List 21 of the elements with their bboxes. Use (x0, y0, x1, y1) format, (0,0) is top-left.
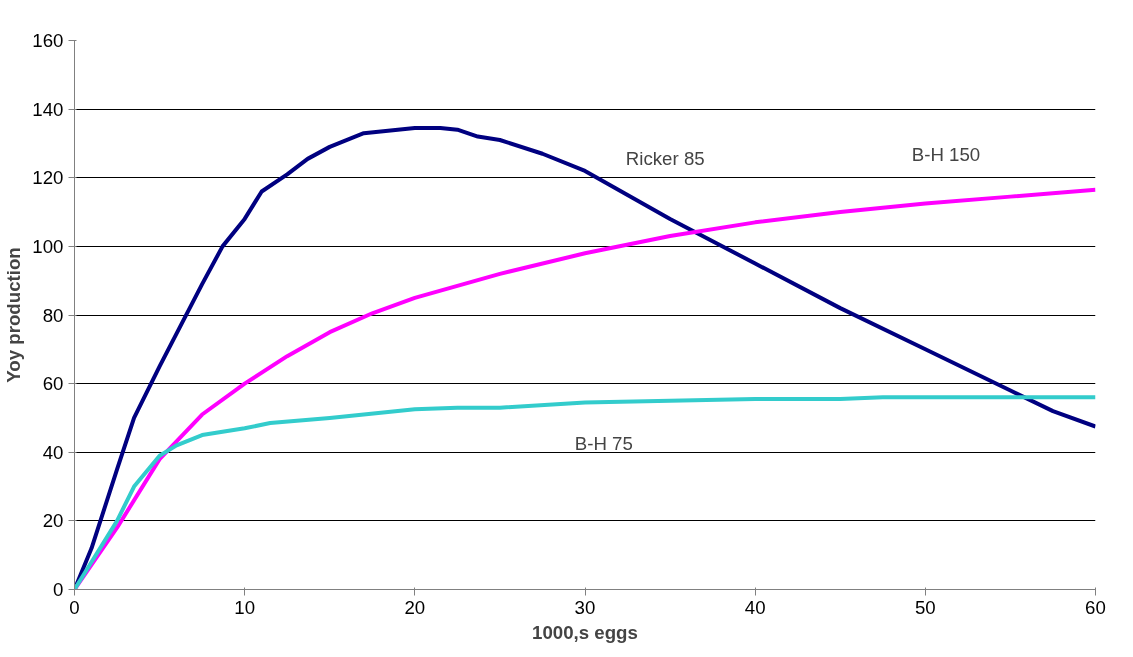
y-tick-label: 40 (42, 441, 64, 463)
x-tick-label: 50 (914, 596, 936, 618)
x-tick-label: 20 (404, 596, 426, 618)
y-tick-label: 0 (53, 579, 64, 600)
x-tick-label: 0 (69, 596, 80, 618)
y-tick-label: 160 (32, 30, 64, 51)
y-tick-label: 120 (32, 167, 64, 189)
y-tick-label: 80 (42, 304, 64, 326)
x-tick-label: 60 (1085, 596, 1106, 618)
y-tick-label: 140 (32, 98, 64, 120)
x-axis-title: 1000,s eggs (532, 621, 638, 643)
series-label: Ricker 85 (625, 148, 705, 170)
x-tick-label: 40 (744, 596, 766, 618)
series-label: B-H 75 (574, 432, 633, 454)
y-tick-label: 20 (42, 510, 64, 532)
series-label: B-H 150 (911, 144, 981, 166)
x-tick-label: 30 (574, 596, 596, 618)
y-tick-label: 100 (32, 235, 64, 257)
y-axis-title: Yoy production (3, 247, 25, 383)
x-tick-label: 10 (234, 596, 256, 618)
y-tick-label: 60 (42, 373, 64, 395)
